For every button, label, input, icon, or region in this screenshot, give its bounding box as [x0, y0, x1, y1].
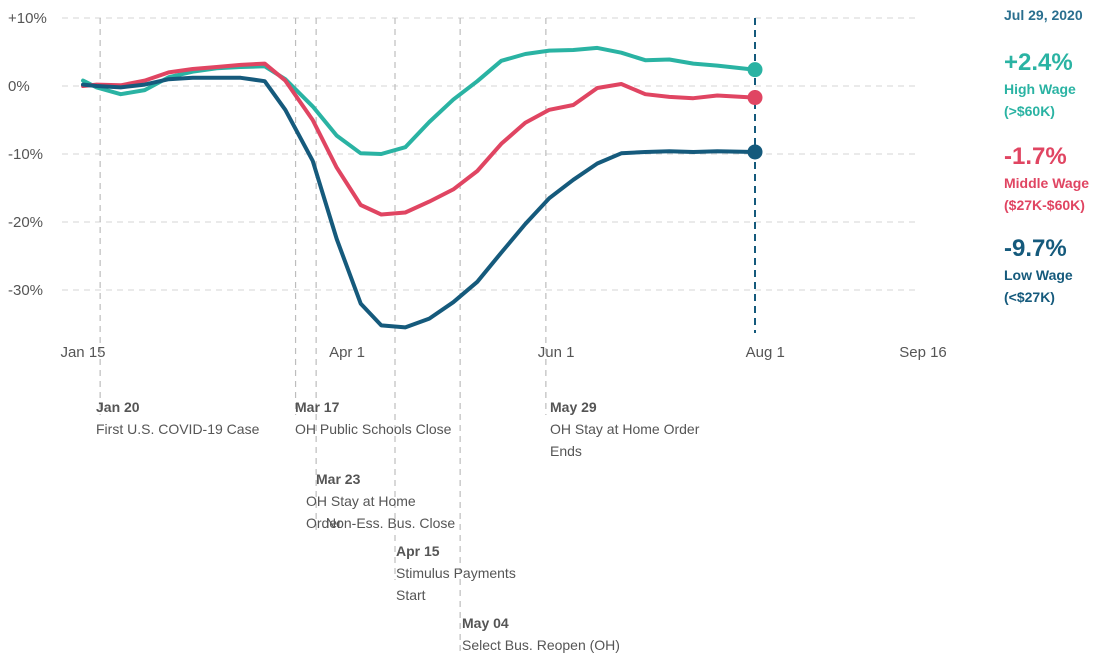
legend-range-low: (<$27K): [1004, 289, 1055, 305]
annotation-date: Mar 23: [316, 471, 361, 487]
x-tick-label: Jun 1: [538, 344, 575, 361]
annotation-date: Mar 17: [295, 399, 340, 415]
series-lines: [81, 45, 757, 330]
legend-value-low: -9.7%: [1004, 235, 1067, 262]
x-tick-label: Sep 16: [899, 344, 947, 361]
series-legend: Jul 29, 2020 +2.4% High Wage (>$60K) -1.7% Mi…: [1004, 7, 1089, 305]
annotation-date: May 04: [462, 615, 509, 631]
legend-range-high: (>$60K): [1004, 103, 1055, 119]
series-line-middle: [81, 61, 757, 217]
annotation-text: OH Stay at Home: [306, 493, 416, 509]
annotation-text: Order: [306, 515, 342, 531]
annotation-text: OH Stay at Home Order: [550, 421, 700, 437]
endpoint-dot-high: [747, 62, 763, 78]
legend-label-high: High Wage: [1004, 81, 1076, 97]
endpoint-dot-middle: [747, 90, 763, 106]
series-line-low: [81, 75, 757, 330]
annotation-date: May 29: [550, 399, 597, 415]
annotation-text: Select Bus. Reopen (OH): [462, 637, 620, 653]
legend-value-middle: -1.7%: [1004, 143, 1067, 170]
x-tick-label: Apr 1: [329, 344, 365, 361]
y-tick-label: -10%: [8, 146, 43, 163]
y-tick-label: -20%: [8, 214, 43, 231]
legend-value-high: +2.4%: [1004, 49, 1073, 76]
annotation-text: First U.S. COVID-19 Case: [96, 421, 260, 437]
annotation-date: Jan 20: [96, 399, 140, 415]
annotation-text-overlap: Non-Ess. Bus. Close: [326, 515, 455, 531]
annotation-date: Apr 15: [396, 543, 440, 559]
annotation-lines: [99, 18, 547, 655]
x-axis-ticks: Jan 15 Apr 1 Jun 1 Aug 1 Sep 16: [60, 344, 946, 361]
x-tick-label: Jan 15: [60, 344, 105, 361]
annotation-text: Stimulus Payments: [396, 565, 516, 581]
annotation-text: Ends: [550, 443, 582, 459]
x-tick-label: Aug 1: [746, 344, 785, 361]
annotation-text: OH Public Schools Close: [295, 421, 452, 437]
y-tick-label: 0%: [8, 78, 30, 95]
legend-label-middle: Middle Wage: [1004, 175, 1089, 191]
y-tick-label: +10%: [8, 10, 47, 27]
series-line-high: [81, 45, 757, 156]
legend-range-middle: ($27K-$60K): [1004, 197, 1085, 213]
endpoint-dot-low: [747, 144, 763, 160]
legend-label-low: Low Wage: [1004, 267, 1073, 283]
annotation-labels: Jan 20 First U.S. COVID-19 Case Mar 17 OH P…: [96, 399, 700, 653]
current-date-marker: [747, 18, 763, 333]
y-tick-label: -30%: [8, 282, 43, 299]
annotation-text: Start: [396, 587, 426, 603]
y-axis-ticks: +10% 0% -10% -20% -30%: [8, 10, 47, 299]
current-date-label: Jul 29, 2020: [1004, 7, 1083, 23]
